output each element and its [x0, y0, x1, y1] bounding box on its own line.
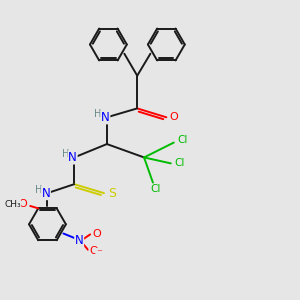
- Text: Cl: Cl: [175, 158, 185, 168]
- Text: H: H: [61, 149, 69, 159]
- Text: N: N: [68, 151, 77, 164]
- Text: Cl: Cl: [178, 135, 188, 145]
- Text: ⁻: ⁻: [96, 248, 102, 258]
- Text: N: N: [75, 234, 83, 247]
- Text: S: S: [108, 188, 116, 200]
- Text: H: H: [94, 109, 102, 119]
- Text: CH₃: CH₃: [4, 200, 21, 209]
- Text: O: O: [89, 246, 98, 256]
- Text: Cl: Cl: [151, 184, 161, 194]
- Text: O: O: [19, 199, 28, 209]
- Text: N: N: [42, 187, 50, 200]
- Text: O: O: [169, 112, 178, 122]
- Text: H: H: [35, 184, 43, 194]
- Text: N: N: [101, 111, 110, 124]
- Text: O: O: [92, 230, 101, 239]
